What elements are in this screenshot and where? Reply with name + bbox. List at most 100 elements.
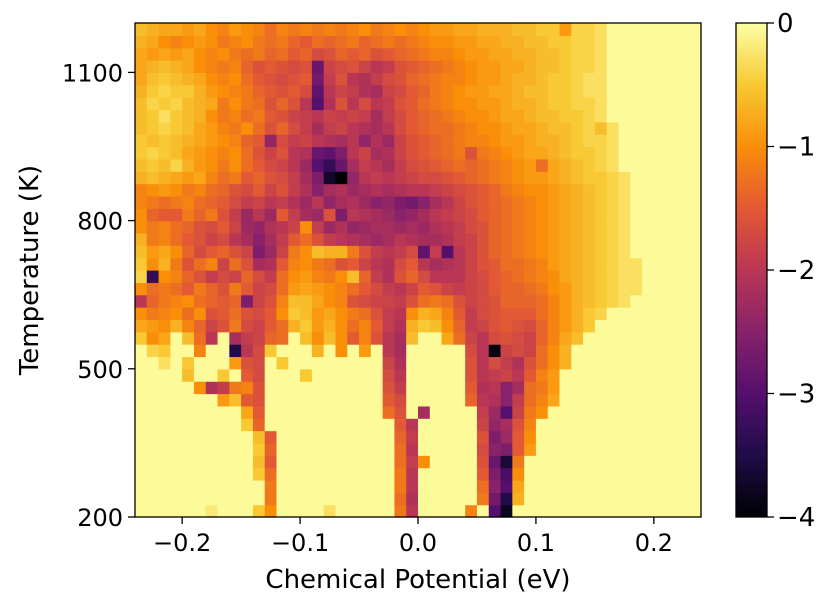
heatmap-cell <box>323 171 337 185</box>
heatmap-cell <box>264 442 278 456</box>
heatmap-cell <box>264 171 278 185</box>
heatmap-cell <box>335 208 348 222</box>
heatmap-cell <box>311 47 325 61</box>
heatmap-cell <box>135 368 148 382</box>
heatmap-cell <box>241 368 254 382</box>
heatmap-cell <box>170 220 183 234</box>
heatmap-cell <box>465 23 478 36</box>
heatmap-cell <box>359 282 372 296</box>
heatmap-cell <box>323 245 337 259</box>
heatmap-cell <box>642 109 655 123</box>
heatmap-cell <box>677 60 690 73</box>
heatmap-cell <box>335 183 348 197</box>
heatmap-cell <box>394 245 407 259</box>
heatmap-cell <box>146 109 160 123</box>
heatmap-cell <box>583 220 596 234</box>
heatmap-cell <box>335 121 348 135</box>
heatmap-cell <box>594 257 608 271</box>
heatmap-cell <box>205 97 219 111</box>
heatmap-cell <box>571 294 584 308</box>
heatmap-cell <box>382 158 396 172</box>
heatmap-cell <box>653 183 667 197</box>
heatmap-cell <box>653 60 667 73</box>
heatmap-cell <box>170 35 183 49</box>
heatmap-cell <box>653 504 667 518</box>
heatmap-cell <box>193 430 207 444</box>
heatmap-cell <box>264 208 278 222</box>
heatmap-cell <box>135 418 148 432</box>
heatmap-cell <box>512 455 525 469</box>
heatmap-cell <box>606 344 620 358</box>
heatmap-cell <box>217 356 230 370</box>
heatmap-cell <box>370 381 384 395</box>
heatmap-cell <box>311 23 325 36</box>
heatmap-cell <box>135 455 148 469</box>
heatmap-cell <box>476 504 490 518</box>
heatmap-cell <box>512 171 525 185</box>
heatmap-cell <box>441 146 454 160</box>
heatmap-cell <box>488 331 502 345</box>
heatmap-cell <box>300 109 313 123</box>
heatmap-cell <box>653 232 667 246</box>
heatmap-cell <box>347 109 360 123</box>
heatmap-cell <box>559 418 572 432</box>
heatmap-cell <box>205 146 219 160</box>
heatmap-cell <box>653 455 667 469</box>
heatmap-cell <box>158 331 171 345</box>
heatmap-cell <box>229 418 242 432</box>
heatmap-cell <box>382 84 396 98</box>
heatmap-cell <box>583 418 596 432</box>
heatmap-cell <box>252 356 266 370</box>
heatmap-cell <box>394 344 407 358</box>
heatmap-cell <box>264 479 278 493</box>
heatmap-cell <box>476 331 490 345</box>
heatmap-cell <box>677 504 690 518</box>
heatmap-cell <box>547 492 561 506</box>
heatmap-cell <box>229 195 242 209</box>
heatmap-cell <box>382 121 396 135</box>
heatmap-cell <box>594 492 608 506</box>
heatmap-cell <box>535 109 549 123</box>
heatmap-cell <box>170 381 183 395</box>
heatmap-cell <box>146 23 160 36</box>
heatmap-cell <box>488 84 502 98</box>
heatmap-cell <box>500 134 513 148</box>
heatmap-cell <box>135 344 148 358</box>
heatmap-cell <box>606 23 620 36</box>
heatmap-cell <box>135 282 148 296</box>
heatmap-cell <box>418 405 431 419</box>
heatmap-cell <box>441 282 454 296</box>
heatmap-cell <box>347 195 360 209</box>
heatmap-cell <box>252 72 266 86</box>
heatmap-cell <box>276 455 289 469</box>
heatmap-cell <box>276 368 289 382</box>
heatmap-cell <box>535 381 549 395</box>
heatmap-cell <box>630 208 643 222</box>
heatmap-cell <box>394 35 407 49</box>
heatmap-cell <box>323 146 337 160</box>
heatmap-cell <box>182 195 195 209</box>
heatmap-cell <box>347 171 360 185</box>
heatmap-cell <box>182 220 195 234</box>
heatmap-cell <box>193 245 207 259</box>
heatmap-cell <box>583 492 596 506</box>
heatmap-cell <box>205 319 219 333</box>
heatmap-cell <box>229 442 242 456</box>
heatmap-cell <box>170 455 183 469</box>
heatmap-cell <box>394 257 407 271</box>
heatmap-cell <box>653 356 667 370</box>
heatmap-cell <box>323 84 337 98</box>
heatmap-cell <box>429 393 443 407</box>
heatmap-cell <box>146 504 160 518</box>
heatmap-cell <box>594 245 608 259</box>
heatmap-cell <box>500 270 513 283</box>
heatmap-cell <box>205 72 219 86</box>
heatmap-cell <box>606 245 620 259</box>
heatmap-cell <box>241 97 254 111</box>
heatmap-cell <box>264 294 278 308</box>
heatmap-cell <box>382 331 396 345</box>
heatmap-cell <box>135 467 148 481</box>
heatmap-cell <box>229 504 242 518</box>
heatmap-cell <box>465 146 478 160</box>
heatmap-cell <box>146 232 160 246</box>
